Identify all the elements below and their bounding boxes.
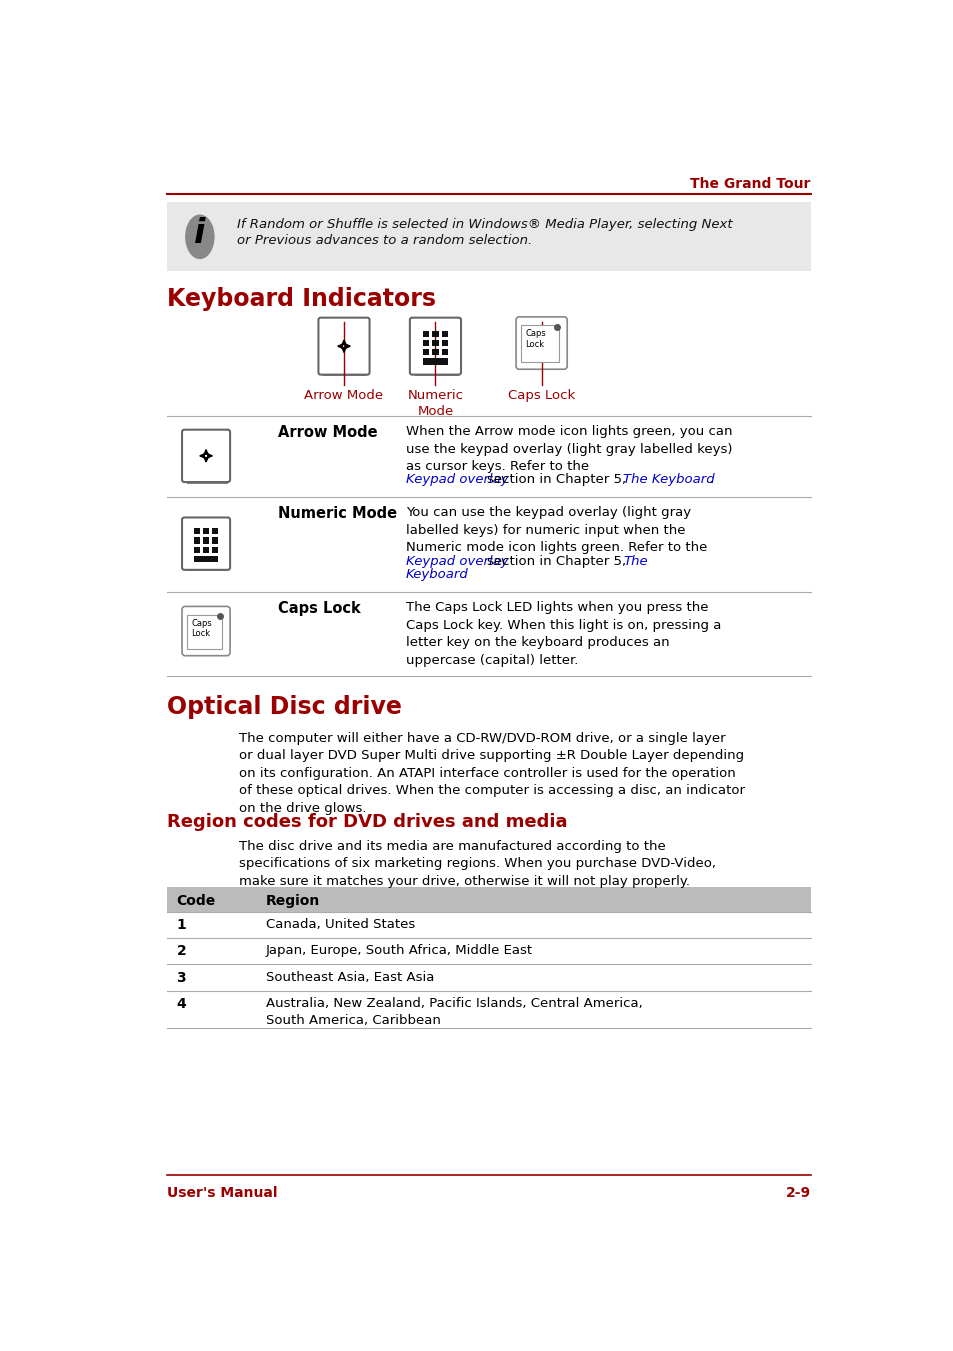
Bar bbox=[422, 340, 429, 346]
Bar bbox=[193, 557, 218, 562]
FancyBboxPatch shape bbox=[318, 317, 369, 374]
Text: Code: Code bbox=[176, 893, 215, 908]
Bar bbox=[432, 331, 438, 336]
FancyBboxPatch shape bbox=[187, 615, 221, 648]
FancyBboxPatch shape bbox=[521, 326, 558, 362]
Bar bbox=[167, 203, 810, 272]
Bar bbox=[212, 538, 218, 543]
Text: 1: 1 bbox=[176, 919, 186, 932]
Text: Keypad overlay: Keypad overlay bbox=[406, 555, 508, 567]
Bar bbox=[422, 331, 429, 336]
Text: Caps
Lock: Caps Lock bbox=[192, 619, 212, 638]
Text: i: i bbox=[193, 218, 206, 250]
Text: When the Arrow mode icon lights green, you can
use the keypad overlay (light gra: When the Arrow mode icon lights green, y… bbox=[406, 426, 732, 473]
Bar bbox=[203, 528, 209, 535]
FancyBboxPatch shape bbox=[516, 317, 567, 369]
Bar bbox=[323, 372, 367, 376]
Text: or Previous advances to a random selection.: or Previous advances to a random selecti… bbox=[236, 235, 532, 247]
Bar bbox=[422, 349, 429, 355]
Text: Australia, New Zealand, Pacific Islands, Central America,
South America, Caribbe: Australia, New Zealand, Pacific Islands,… bbox=[266, 997, 641, 1027]
Text: Caps Lock: Caps Lock bbox=[278, 601, 360, 616]
Text: Canada, United States: Canada, United States bbox=[266, 919, 415, 931]
Text: Numeric
Mode: Numeric Mode bbox=[407, 389, 463, 419]
Text: Keypad overlay: Keypad overlay bbox=[406, 473, 508, 486]
FancyBboxPatch shape bbox=[182, 517, 230, 570]
Text: User's Manual: User's Manual bbox=[167, 1186, 277, 1200]
Text: Numeric Mode: Numeric Mode bbox=[278, 507, 396, 521]
FancyBboxPatch shape bbox=[182, 430, 230, 482]
Bar bbox=[422, 358, 447, 365]
FancyBboxPatch shape bbox=[410, 317, 460, 374]
Bar bbox=[432, 349, 438, 355]
Text: section in Chapter 5,: section in Chapter 5, bbox=[487, 473, 630, 486]
Text: The Caps Lock LED lights when you press the
Caps Lock key. When this light is on: The Caps Lock LED lights when you press … bbox=[406, 601, 720, 666]
Bar bbox=[441, 340, 447, 346]
Text: 3: 3 bbox=[176, 970, 186, 985]
Text: 4: 4 bbox=[176, 997, 186, 1011]
Bar bbox=[187, 480, 228, 484]
Bar bbox=[193, 538, 199, 543]
Text: Region: Region bbox=[266, 893, 319, 908]
Ellipse shape bbox=[185, 215, 214, 259]
Text: Arrow Mode: Arrow Mode bbox=[304, 389, 383, 403]
Bar bbox=[212, 547, 218, 553]
Text: Arrow Mode: Arrow Mode bbox=[278, 426, 377, 440]
Text: .: . bbox=[459, 567, 464, 581]
Text: The computer will either have a CD-RW/DVD-ROM drive, or a single layer
or dual l: The computer will either have a CD-RW/DV… bbox=[239, 732, 744, 815]
Text: Optical Disc drive: Optical Disc drive bbox=[167, 694, 402, 719]
FancyBboxPatch shape bbox=[182, 607, 230, 655]
Text: 2: 2 bbox=[176, 944, 186, 958]
Bar bbox=[187, 567, 228, 571]
Text: The: The bbox=[622, 555, 647, 567]
Text: Region codes for DVD drives and media: Region codes for DVD drives and media bbox=[167, 813, 567, 831]
Bar bbox=[432, 340, 438, 346]
Text: The Grand Tour: The Grand Tour bbox=[689, 177, 810, 190]
Text: The disc drive and its media are manufactured according to the
specifications of: The disc drive and its media are manufac… bbox=[239, 840, 716, 888]
Text: Keyboard Indicators: Keyboard Indicators bbox=[167, 286, 436, 311]
Bar bbox=[193, 547, 199, 553]
Text: Japan, Europe, South Africa, Middle East: Japan, Europe, South Africa, Middle East bbox=[266, 944, 533, 958]
Text: 2-9: 2-9 bbox=[784, 1186, 810, 1200]
Bar bbox=[441, 331, 447, 336]
Text: .: . bbox=[707, 473, 712, 486]
Bar bbox=[193, 528, 199, 535]
Bar bbox=[212, 528, 218, 535]
Text: section in Chapter 5,: section in Chapter 5, bbox=[487, 555, 630, 567]
Text: If Random or Shuffle is selected in Windows® Media Player, selecting Next: If Random or Shuffle is selected in Wind… bbox=[236, 218, 732, 231]
Bar bbox=[167, 888, 810, 912]
Text: Keyboard: Keyboard bbox=[406, 567, 468, 581]
Text: Caps Lock: Caps Lock bbox=[507, 389, 575, 403]
Text: The Keyboard: The Keyboard bbox=[622, 473, 714, 486]
Bar bbox=[441, 349, 447, 355]
Text: You can use the keypad overlay (light gray
labelled keys) for numeric input when: You can use the keypad overlay (light gr… bbox=[406, 507, 706, 571]
Bar bbox=[203, 538, 209, 543]
Text: Caps
Lock: Caps Lock bbox=[525, 330, 545, 349]
Bar bbox=[415, 372, 458, 376]
Bar bbox=[203, 547, 209, 553]
Text: Southeast Asia, East Asia: Southeast Asia, East Asia bbox=[266, 970, 434, 984]
